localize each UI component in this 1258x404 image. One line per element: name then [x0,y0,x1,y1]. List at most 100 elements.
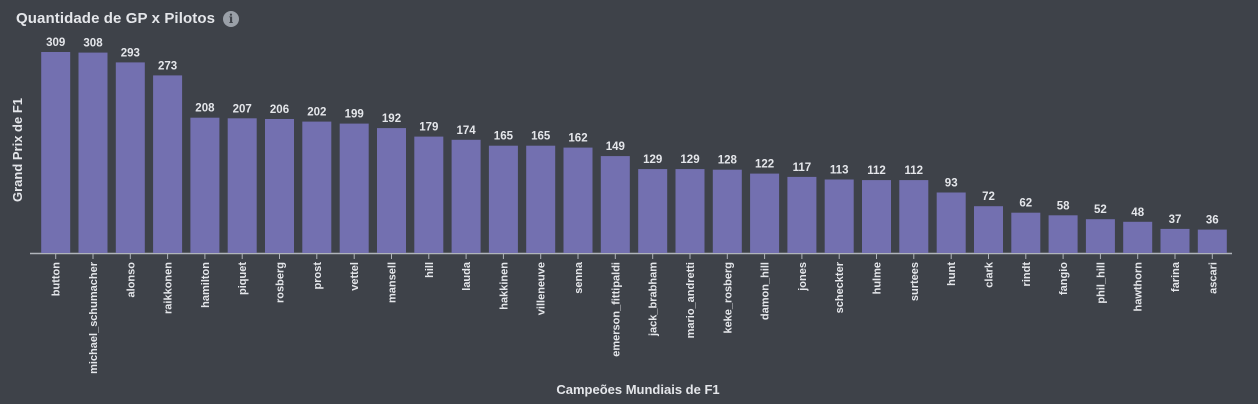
x-tick-label: michael_schumacher [88,261,100,374]
data-label: 207 [233,103,252,115]
data-label: 128 [718,155,738,167]
bar[interactable] [675,169,705,253]
x-tick-label: surtees [909,262,921,301]
x-tick-label: villeneuve [536,262,548,315]
data-label: 52 [1094,204,1107,216]
data-label: 48 [1131,207,1144,219]
x-tick-label: emerson_fittipaldi [610,262,622,357]
bar[interactable] [750,173,780,253]
bar[interactable] [638,169,668,253]
bar[interactable] [115,62,145,254]
x-tick-label: phil_hill [1095,262,1107,304]
data-label: 113 [830,165,849,177]
data-label: 273 [158,60,177,72]
x-tick-label: senna [573,261,585,294]
x-tick-label: rindt [1021,262,1033,287]
x-tick-label: rosberg [275,262,287,303]
x-tick-label: hakkinen [498,262,510,310]
data-label: 58 [1057,200,1070,212]
x-axis-title: Campeões Mundiais de F1 [556,382,719,397]
x-tick-label: raikkonen [163,262,175,314]
data-label: 93 [945,178,958,190]
x-tick-label: ascari [1207,262,1219,294]
bar[interactable] [1085,219,1115,253]
bar[interactable] [488,145,518,253]
data-label: 208 [195,103,215,115]
data-label: 37 [1169,214,1182,226]
data-label: 165 [531,131,551,143]
data-label: 117 [793,162,812,174]
data-label: 308 [83,38,103,50]
x-tick-label: keke_rosberg [722,262,734,334]
bar[interactable] [526,145,556,253]
bar[interactable] [339,123,369,253]
data-label: 309 [46,37,65,49]
bar[interactable] [899,180,929,253]
data-label: 179 [419,122,438,134]
bar[interactable] [227,118,257,253]
data-label: 206 [270,104,289,116]
x-tick-label: prost [312,262,324,290]
data-label: 36 [1206,215,1219,227]
bar[interactable] [712,169,742,253]
data-label: 199 [345,109,364,121]
bar[interactable] [787,176,817,253]
data-label: 112 [905,165,924,177]
bar[interactable] [414,136,444,253]
bar[interactable] [377,128,406,253]
bar[interactable] [190,117,220,253]
bar[interactable] [936,192,966,254]
data-label: 162 [568,133,587,145]
x-tick-label: hunt [946,262,958,286]
data-label: 129 [680,154,699,166]
data-label: 122 [755,159,774,171]
x-tick-label: jack_brabham [648,262,660,337]
x-tick-label: mario_andretti [685,262,697,338]
bar[interactable] [974,206,1003,253]
data-label: 202 [307,107,326,119]
y-axis-title: Grand Prix de F1 [10,98,25,202]
x-tick-label: alonso [125,262,137,298]
bar[interactable] [862,180,891,253]
data-label: 72 [982,191,995,203]
x-tick-label: piquet [237,262,249,295]
bar[interactable] [302,121,332,253]
bar[interactable] [78,52,108,253]
x-tick-label: fangio [1058,262,1070,295]
bar[interactable] [600,156,630,253]
data-label: 165 [494,131,514,143]
x-tick-label: scheckter [834,261,846,313]
x-tick-label: hulme [872,262,884,294]
x-tick-label: hamilton [200,262,212,308]
x-tick-label: clark [984,261,996,288]
x-tick-label: lauda [461,261,473,291]
x-tick-label: button [51,262,63,296]
bar[interactable] [1160,228,1190,253]
data-label: 112 [867,165,886,177]
bar[interactable] [824,179,854,254]
bar[interactable] [1123,221,1153,253]
bar[interactable] [41,52,71,253]
x-tick-label: hawthorn [1133,262,1145,312]
bar[interactable] [1197,229,1227,253]
x-tick-label: farina [1170,261,1182,292]
bar[interactable] [153,75,183,254]
x-tick-label: vettel [349,262,361,291]
x-tick-label: damon_hill [760,262,772,320]
x-tick-label: hill [424,262,436,278]
x-tick-label: mansell [387,262,399,303]
info-icon[interactable]: i [223,10,240,27]
x-tick-label: jones [797,262,809,292]
bar[interactable] [1011,212,1041,253]
bar[interactable] [451,139,481,253]
bar[interactable] [563,147,593,253]
bar[interactable] [1048,215,1078,253]
data-label: 192 [382,113,401,125]
data-label: 149 [606,141,625,153]
chart-title: Quantidade de GP x Pilotos [16,10,216,27]
bar[interactable] [265,119,294,253]
data-label: 174 [457,125,477,137]
data-label: 62 [1019,198,1032,210]
